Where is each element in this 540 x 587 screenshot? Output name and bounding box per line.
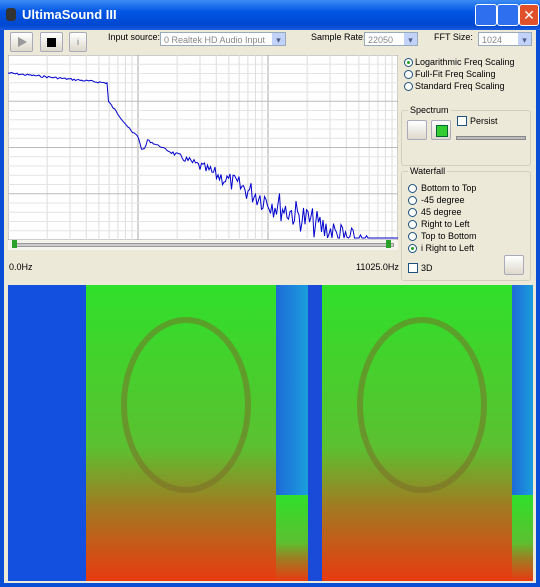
slider-thumb[interactable] [386,240,391,248]
fft-value: 1024 [482,35,503,45]
copy-button[interactable] [407,120,427,140]
waterfall-band [276,285,308,495]
radio-label[interactable]: Top to Bottom [421,231,477,241]
radio-button[interactable] [408,244,417,253]
radio-label[interactable]: 45 degree [421,207,462,217]
spectrum-group: Spectrum [401,105,531,166]
3d-checkbox[interactable] [408,263,418,273]
copy-button[interactable] [504,255,524,275]
stop-icon [47,38,56,47]
waterfall-display [8,285,533,581]
group-title: Waterfall [408,166,448,176]
freq-slider[interactable] [8,240,398,250]
radio-label[interactable]: Logarithmic Freq Scaling [415,57,515,67]
client-area: i Input source: 0 Realtek HD Audio Input… [4,30,536,583]
axis-max-label: 11025.0Hz [356,262,399,272]
radio-button[interactable] [408,208,417,217]
grid-button[interactable] [431,120,451,140]
input-label: Input source: [108,32,161,42]
rate-label: Sample Rate: [311,32,366,42]
play-button[interactable] [10,32,33,52]
radio-button[interactable] [408,220,417,229]
group-title: Spectrum [408,105,451,115]
dropdown-arrow: ▾ [404,33,417,45]
stop-button[interactable] [40,32,63,52]
input-value: 0 Realtek HD Audio Input [164,35,266,45]
radio-button[interactable] [408,232,417,241]
app-icon [6,8,16,21]
radio-label[interactable]: -45 degree [421,195,465,205]
waterfall-band [276,495,308,581]
dropdown-arrow: ▾ [272,33,285,45]
grid-icon [436,125,448,137]
rate-value: 22050 [368,35,394,45]
minimize-button[interactable] [475,4,497,26]
3d-label[interactable]: 3D [421,263,433,273]
image-pattern [357,317,487,493]
radio-label[interactable]: Bottom to Top [421,183,477,193]
spectrum-line [8,71,398,239]
waterfall-band [308,285,322,581]
image-pattern [121,317,251,493]
radio-button[interactable] [404,82,413,91]
play-icon [18,37,27,47]
radio-label[interactable]: Full-Fit Freq Scaling [415,69,496,79]
maximize-button[interactable] [497,4,519,26]
input-select[interactable]: 0 Realtek HD Audio Input ▾ [160,32,286,46]
radio-label[interactable]: i Right to Left [421,243,475,253]
persist-slider[interactable] [456,136,526,140]
title-bar: UltimaSound III ✕ [0,0,540,30]
radio-button[interactable] [404,58,413,67]
waterfall-group: Waterfall [401,166,531,281]
rate-select[interactable]: 22050 ▾ [364,32,418,46]
waterfall-band [512,285,533,495]
dropdown-arrow: ▾ [518,33,531,45]
slider-thumb[interactable] [12,240,17,248]
fft-select[interactable]: 1024 ▾ [478,32,532,46]
close-button[interactable]: ✕ [519,4,539,26]
window-title: UltimaSound III [22,7,117,22]
slider-track [12,243,394,247]
spectrum-plot [8,55,398,240]
waterfall-band [8,285,86,581]
radio-label[interactable]: Standard Freq Scaling [415,81,505,91]
radio-button[interactable] [408,184,417,193]
pause-button[interactable]: i [69,32,87,52]
radio-button[interactable] [404,70,413,79]
radio-button[interactable] [408,196,417,205]
axis-min-label: 0.0Hz [9,262,33,272]
waterfall-band [512,495,533,581]
fft-label: FFT Size: [434,32,473,42]
persist-checkbox[interactable] [457,116,467,126]
persist-label[interactable]: Persist [470,116,498,126]
radio-label[interactable]: Right to Left [421,219,470,229]
